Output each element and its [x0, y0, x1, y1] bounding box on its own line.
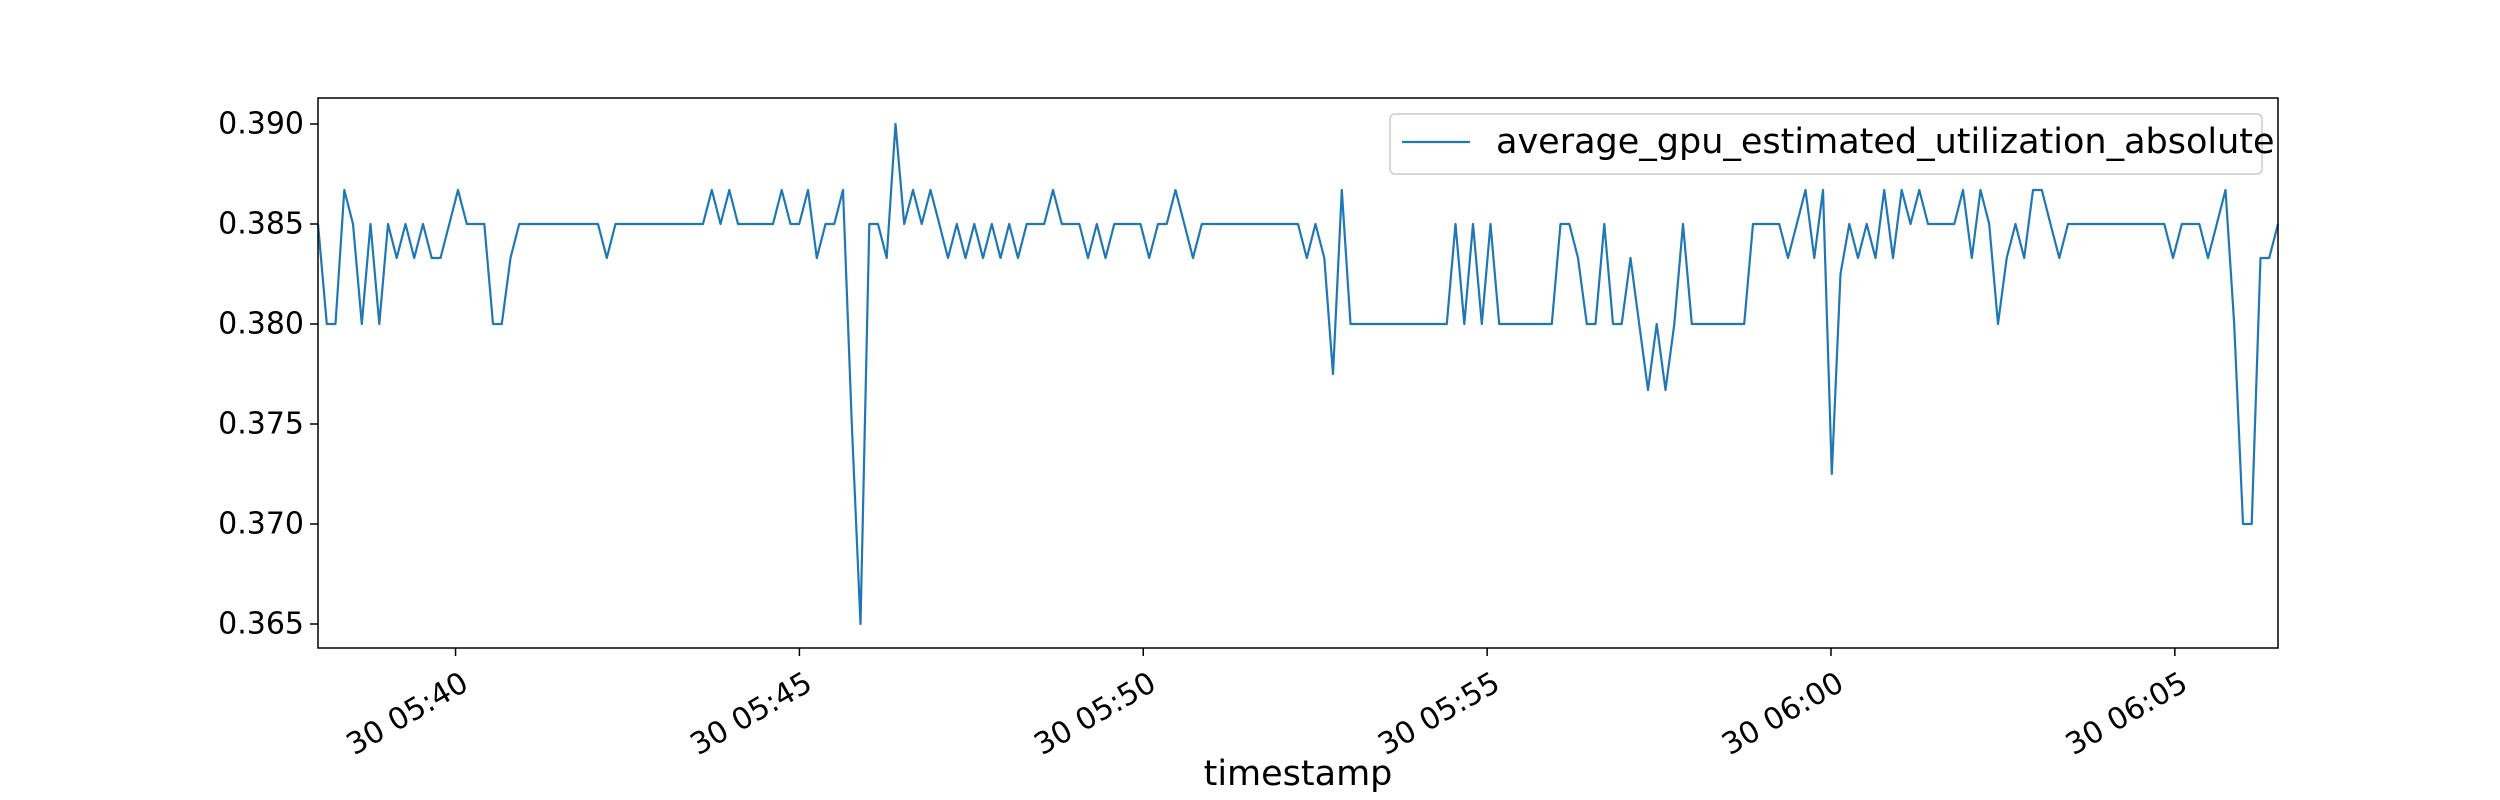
plot-area [316, 122, 2280, 626]
y-tick-label: 0.375 [218, 407, 304, 442]
y-tick-label: 0.370 [218, 507, 304, 542]
legend: average_gpu_estimated_utilization_absolu… [1389, 113, 2275, 175]
plot-frame [317, 97, 2279, 649]
y-tick-label: 0.385 [218, 207, 304, 242]
y-axis: 0.365 0.370 0.375 0.380 0.385 0.390 [218, 107, 318, 642]
x-axis: 30 05:40 30 05:45 30 05:50 30 05:55 30 06:00… [341, 648, 2194, 763]
series-line-average-gpu-estimated-utilization-absolute [316, 122, 2280, 626]
legend-entry: average_gpu_estimated_utilization_absolu… [1496, 122, 2275, 162]
x-tick-label: 30 05:45 [685, 665, 819, 762]
y-tick-label: 0.365 [218, 607, 304, 642]
legend-box [1389, 113, 2263, 175]
x-tick-label: 30 06:00 [1716, 665, 1850, 762]
x-tick-label: 30 05:40 [341, 665, 475, 762]
x-tick-label: 30 06:05 [2060, 665, 2194, 762]
x-tick-label: 30 05:50 [1028, 665, 1162, 762]
x-axis-label: timestamp [1204, 754, 1393, 794]
x-tick-label: 30 05:55 [1372, 665, 1506, 762]
y-tick-label: 0.380 [218, 307, 304, 342]
y-tick-label: 0.390 [218, 107, 304, 142]
